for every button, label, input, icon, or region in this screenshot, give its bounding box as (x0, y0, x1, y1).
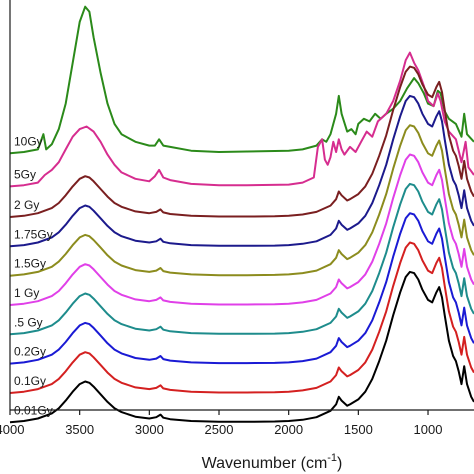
series-line-1 (9, 51, 474, 188)
series-line-6 (9, 182, 474, 336)
x-tick-label-6: 1000 (414, 422, 443, 437)
x-tick-label-1: 3500 (65, 422, 94, 437)
x-tick-layer: 4000 3500 3000 2500 2000 1500 1000 (0, 410, 442, 437)
series-layer (9, 5, 474, 424)
series-label-layer: 10Gy 5Gy 2 Gy 1.75Gy 1.5Gy 1 Gy .5 Gy 0.2Gy 0.1G… (14, 134, 53, 417)
series-line-8 (9, 241, 474, 394)
series-line-2 (9, 65, 474, 218)
x-axis-title-superscript: -1 (327, 452, 337, 464)
series-line-9 (9, 270, 474, 424)
series-line-3 (9, 94, 474, 248)
series-label-8: 0.1Gy (14, 374, 46, 388)
x-tick-label-5: 1500 (344, 422, 373, 437)
x-tick-label-3: 2500 (205, 422, 234, 437)
x-tick-label-2: 3000 (135, 422, 164, 437)
series-line-5 (9, 153, 474, 306)
series-label-5: 1 Gy (14, 286, 39, 300)
x-tick-label-4: 2000 (274, 422, 303, 437)
x-tick-label-0: 4000 (0, 422, 24, 437)
series-label-3: 1.75Gy (14, 227, 53, 241)
series-label-7: 0.2Gy (14, 345, 46, 359)
series-label-1: 5Gy (14, 167, 36, 181)
series-line-0 (9, 5, 474, 155)
x-axis-title-close: ) (337, 455, 342, 472)
x-axis-title: Wavenumber (cm-1) (202, 452, 343, 472)
series-line-4 (9, 124, 474, 277)
series-label-2: 2 Gy (14, 198, 39, 212)
series-label-4: 1.5Gy (14, 257, 46, 271)
series-label-6: .5 Gy (14, 315, 43, 329)
series-label-0: 10Gy (14, 134, 43, 148)
series-line-7 (9, 212, 474, 365)
